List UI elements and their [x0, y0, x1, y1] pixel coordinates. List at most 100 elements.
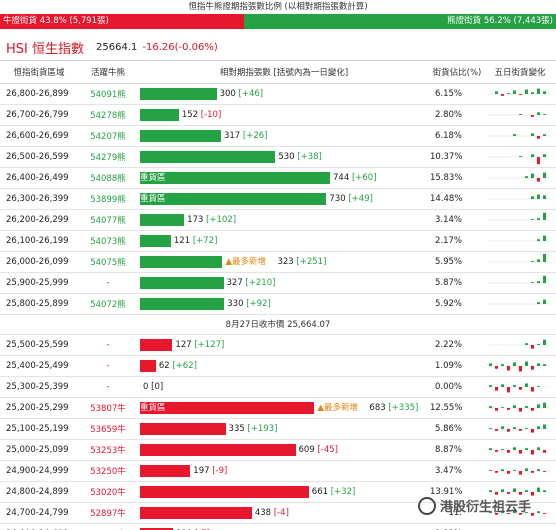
- sparkline-bar: [543, 339, 546, 345]
- relative-bar: [140, 255, 223, 268]
- relative-value: 744: [333, 172, 350, 183]
- code-link[interactable]: 54207熊: [78, 125, 138, 147]
- bear-row[interactable]: 26,800-26,899 54091熊 300 [+46] 6.15%: [0, 83, 556, 105]
- code-link[interactable]: 54073熊: [78, 230, 138, 252]
- five-day-cell: [484, 104, 556, 126]
- code-link[interactable]: 53253牛: [78, 439, 138, 461]
- code-link[interactable]: 54077熊: [78, 209, 138, 231]
- sparkline-bar: [531, 449, 534, 454]
- code-link[interactable]: 53020牛: [78, 481, 138, 503]
- five-day-cell: [484, 209, 556, 231]
- five-day-sparkline: [488, 172, 550, 182]
- code-link[interactable]: 53899熊: [78, 188, 138, 210]
- relative-change: [+210]: [245, 277, 276, 288]
- sparkline-bar: [543, 512, 546, 514]
- pct-cell: 14.48%: [430, 188, 484, 210]
- code-link[interactable]: 53250牛: [78, 460, 138, 482]
- five-day-cell: [484, 460, 556, 482]
- code-link[interactable]: 57067牛: [78, 523, 138, 530]
- sparkline-bar: [525, 489, 528, 492]
- sparkline-bar: [543, 212, 546, 220]
- bear-row[interactable]: 26,700-26,799 54278熊 152 [-10] 2.80%: [0, 104, 556, 126]
- bar-wrap: 330 [+92]: [138, 294, 430, 314]
- relative-value: 335: [228, 423, 245, 434]
- sparkline-bar: [513, 487, 516, 492]
- col-header-range[interactable]: 恒指街貨區域: [0, 61, 78, 84]
- code-link[interactable]: 53807牛: [78, 397, 138, 419]
- sparkline-bar: [513, 426, 516, 429]
- sparkline-bar: [507, 512, 510, 514]
- sparkline-bar: [531, 386, 534, 391]
- bull-row[interactable]: 25,400-25,499- 62 [+62] 1.09%: [0, 355, 556, 377]
- cbbc-distribution-table: 恒指街貨區域 活躍牛熊 相對期指張數 [括號內為一日變化] 街貨佔比(%) 五日…: [0, 61, 556, 530]
- range-cell: 25,300-25,399: [0, 376, 78, 398]
- bar-wrap: 152 [-10]: [138, 105, 430, 125]
- relative-value-label: 609 [-45]: [299, 442, 338, 458]
- relative-bar: [140, 276, 224, 289]
- code-link[interactable]: 54072熊: [78, 293, 138, 315]
- sparkline-bar: [513, 404, 516, 408]
- sparkline-bar: [525, 405, 528, 408]
- code-link[interactable]: 54091熊: [78, 83, 138, 105]
- pct-cell: 13.91%: [430, 481, 484, 503]
- pct-cell: 2.80%: [430, 104, 484, 126]
- bear-row[interactable]: 26,100-26,199 54073熊 121 [+72] 2.17%: [0, 230, 556, 252]
- bar-wrap: ▲最多新增 323 [+251]: [138, 252, 430, 272]
- bear-row[interactable]: 26,600-26,699 54207熊 317 [+26] 6.18%: [0, 125, 556, 147]
- bull-row[interactable]: 25,300-25,399-0 [0] 0.00%: [0, 376, 556, 398]
- code-link[interactable]: 54088熊: [78, 167, 138, 189]
- relative-change: [0]: [151, 381, 164, 392]
- code-link[interactable]: 54075熊: [78, 251, 138, 273]
- range-cell: 26,800-26,899: [0, 83, 78, 105]
- sparkline-bar: [519, 449, 522, 454]
- pct-cell: 5.87%: [430, 272, 484, 294]
- sparkline-bar: [543, 275, 546, 283]
- code-link[interactable]: 53659牛: [78, 418, 138, 440]
- code-link[interactable]: 54278熊: [78, 104, 138, 126]
- bear-row[interactable]: 26,400-26,499 54088熊 重貨區 744 [+60] 15.83%: [0, 167, 556, 189]
- bull-row[interactable]: 25,500-25,599- 127 [+127] 2.22%: [0, 334, 556, 356]
- bear-row[interactable]: 26,300-26,399 53899熊 重貨區 730 [+49] 14.48%: [0, 188, 556, 210]
- bear-row[interactable]: 25,800-25,899 54072熊 330 [+92] 5.92%: [0, 293, 556, 315]
- bull-row[interactable]: 25,000-25,099 53253牛 609 [-45] 8.87%: [0, 439, 556, 461]
- bull-row[interactable]: 24,800-24,899 53020牛 661 [+32] 13.91%: [0, 481, 556, 503]
- col-header-code[interactable]: 活躍牛熊: [78, 61, 138, 84]
- sparkline-bar: [543, 489, 546, 492]
- sparkline-bar: [495, 90, 498, 94]
- relative-change: [+102]: [206, 214, 237, 225]
- five-day-sparkline: [488, 487, 550, 496]
- relative-value-label: 330 [+92]: [227, 296, 271, 312]
- relative-value: 62: [158, 360, 170, 371]
- bear-row[interactable]: 26,200-26,299 54077熊 173 [+102] 3.14%: [0, 209, 556, 231]
- sparkline-bar: [489, 489, 492, 492]
- relative-value-label: 730 [+49]: [329, 191, 373, 207]
- sparkline-bar: [507, 407, 510, 410]
- code-link[interactable]: -: [78, 272, 138, 294]
- code-link[interactable]: -: [78, 334, 138, 356]
- bull-row[interactable]: 25,100-25,199 53659牛 335 [+193] 5.86%: [0, 418, 556, 440]
- bear-row[interactable]: 25,900-25,999- 327 [+210] 5.87%: [0, 272, 556, 294]
- five-day-sparkline: [488, 132, 550, 139]
- range-cell: 24,700-24,799: [0, 502, 78, 524]
- relative-bar: [140, 234, 171, 247]
- col-header-relative[interactable]: 相對期指張數 [括號內為一日變化]: [138, 61, 430, 84]
- bull-row[interactable]: 25,200-25,299 53807牛 重貨區 ▲最多新增 683 [+335] 12.…: [0, 397, 556, 419]
- code-link[interactable]: 52897牛: [78, 502, 138, 524]
- bull-row[interactable]: 24,900-24,999 53250牛 197 [-9] 3.47%: [0, 460, 556, 482]
- sparkline-bar: [507, 491, 510, 494]
- most-new-badge: ▲最多新增: [317, 402, 358, 413]
- code-link[interactable]: -: [78, 355, 138, 377]
- relative-cell: 330 [+92]: [138, 293, 430, 315]
- bear-row[interactable]: 26,500-26,599 54279熊 530 [+38] 10.37%: [0, 146, 556, 168]
- sparkline-bar: [543, 299, 546, 304]
- col-header-five-day[interactable]: 五日街貨變化: [484, 61, 556, 84]
- col-header-pct[interactable]: 街貨佔比(%): [430, 61, 484, 84]
- bear-row[interactable]: 26,000-26,099 54075熊 ▲最多新增 323 [+251] 5.95%: [0, 251, 556, 273]
- relative-change: [-4]: [273, 507, 289, 518]
- code-link[interactable]: 54279熊: [78, 146, 138, 168]
- bull-row[interactable]: 24,700-24,799 52897牛 438 [-4] 11.: [0, 502, 556, 524]
- code-link[interactable]: -: [78, 376, 138, 398]
- pct-cell: 8.87%: [430, 439, 484, 461]
- bull-row[interactable]: 24,600-24,69957067牛 129 [-7] 2.33%: [0, 523, 556, 530]
- sparkline-bar: [531, 365, 534, 370]
